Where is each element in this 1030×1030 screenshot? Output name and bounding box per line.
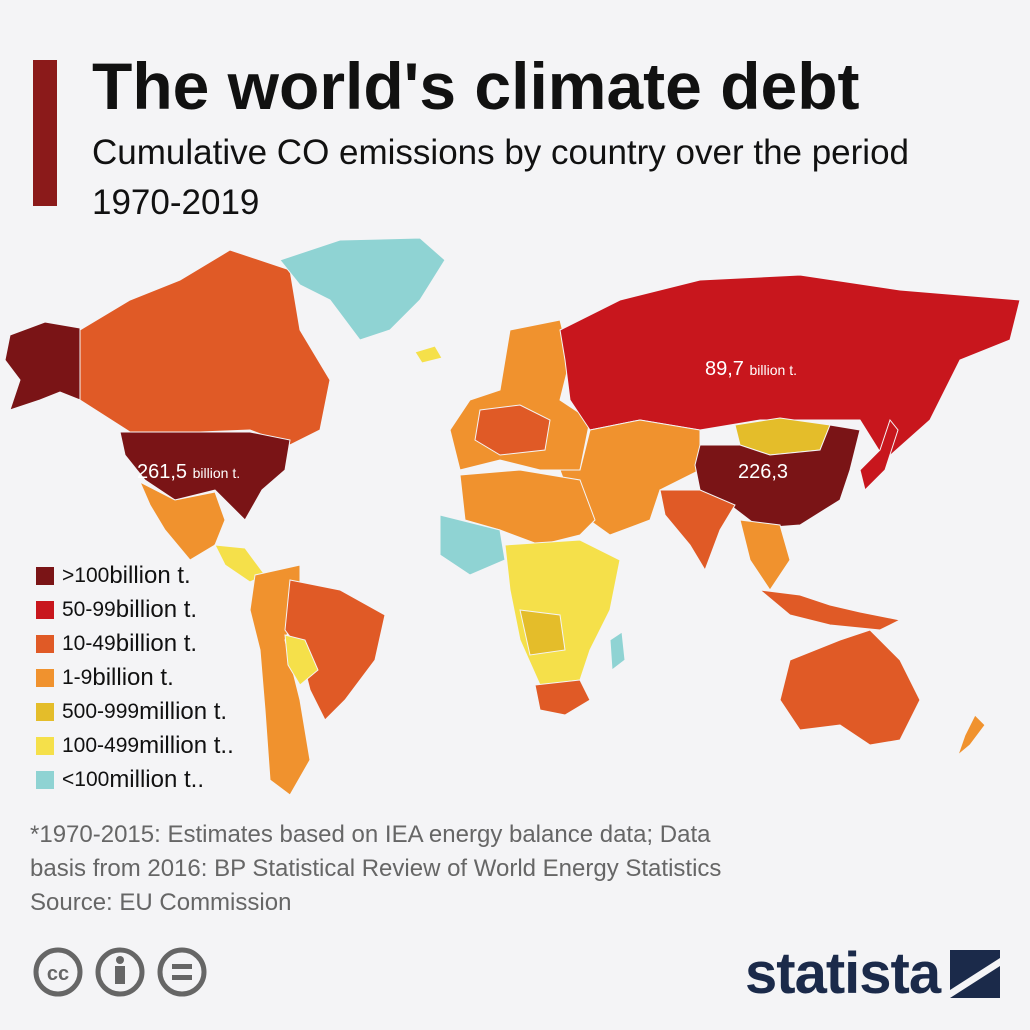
label-value: 261,5	[137, 461, 187, 483]
legend-unit: billion t.	[109, 562, 191, 589]
legend-swatch	[36, 771, 54, 789]
legend-unit: million t..	[139, 732, 234, 759]
legend-swatch	[36, 669, 54, 687]
legend-range: <100	[62, 768, 110, 791]
region	[79, 249, 331, 446]
title: The world's climate debt	[92, 49, 860, 123]
source: Source: EU Commission	[30, 889, 292, 916]
footnote: basis from 2016: BP Statistical Review o…	[30, 855, 722, 882]
legend-item: 1-9 billion t.	[36, 664, 174, 692]
region	[859, 418, 899, 491]
legend-unit: billion t.	[115, 630, 198, 657]
legend-swatch	[36, 635, 54, 653]
region	[4, 321, 81, 411]
legend-range: 100-499	[62, 734, 140, 757]
accent-bar	[33, 60, 57, 206]
region	[779, 629, 921, 746]
region	[279, 237, 446, 341]
region	[534, 679, 591, 716]
legend-swatch	[36, 703, 54, 721]
footer: *1970-2015: Estimates based on IEA energ…	[30, 818, 721, 920]
region	[284, 634, 319, 686]
label-unit: billion t.	[193, 465, 240, 481]
legend-item: 100-499 million t..	[36, 732, 234, 760]
region	[739, 519, 791, 591]
legend-range: >100	[62, 564, 110, 587]
region	[758, 589, 902, 631]
subtitle: Cumulative CO emissions by country over …	[92, 133, 910, 222]
legend-unit: million t.	[139, 698, 228, 725]
region	[559, 419, 701, 536]
legend-item: <100 million t..	[36, 766, 204, 794]
region	[414, 345, 443, 364]
region	[474, 404, 551, 456]
region	[659, 489, 736, 572]
region	[459, 469, 596, 546]
legend-item: 500-999 million t.	[36, 698, 227, 726]
legend-unit: million t..	[109, 766, 204, 793]
legend-swatch	[36, 737, 54, 755]
cc-icon: cc	[47, 963, 69, 985]
region	[609, 631, 626, 671]
region	[956, 714, 986, 757]
legend-range: 10-49	[62, 632, 116, 655]
legend-swatch	[36, 601, 54, 619]
legend-unit: billion t.	[115, 596, 198, 623]
legend-range: 500-999	[62, 700, 140, 723]
legend-swatch	[36, 567, 54, 585]
license-icons	[33, 947, 207, 997]
legend-unit: billion t.	[92, 664, 174, 691]
map-label: 226,3	[738, 461, 788, 483]
footnote: *1970-2015: Estimates based on IEA energ…	[30, 821, 711, 848]
label-unit: billion t.	[750, 362, 797, 378]
region	[439, 514, 506, 576]
region	[119, 431, 291, 521]
map-label: 261,5 billion t.	[137, 461, 240, 483]
legend-range: 50-99	[62, 598, 116, 621]
legend-item: 10-49 billion t.	[36, 630, 197, 658]
region	[519, 609, 566, 656]
map-label: 89,7 billion t.	[705, 358, 797, 380]
brand: statista	[745, 941, 941, 1006]
brand-icon	[950, 950, 1000, 998]
legend-item: 50-99 billion t.	[36, 596, 197, 624]
label-value: 89,7	[705, 358, 744, 380]
legend-range: 1-9	[62, 666, 93, 689]
legend-item: >100 billion t.	[36, 562, 191, 590]
